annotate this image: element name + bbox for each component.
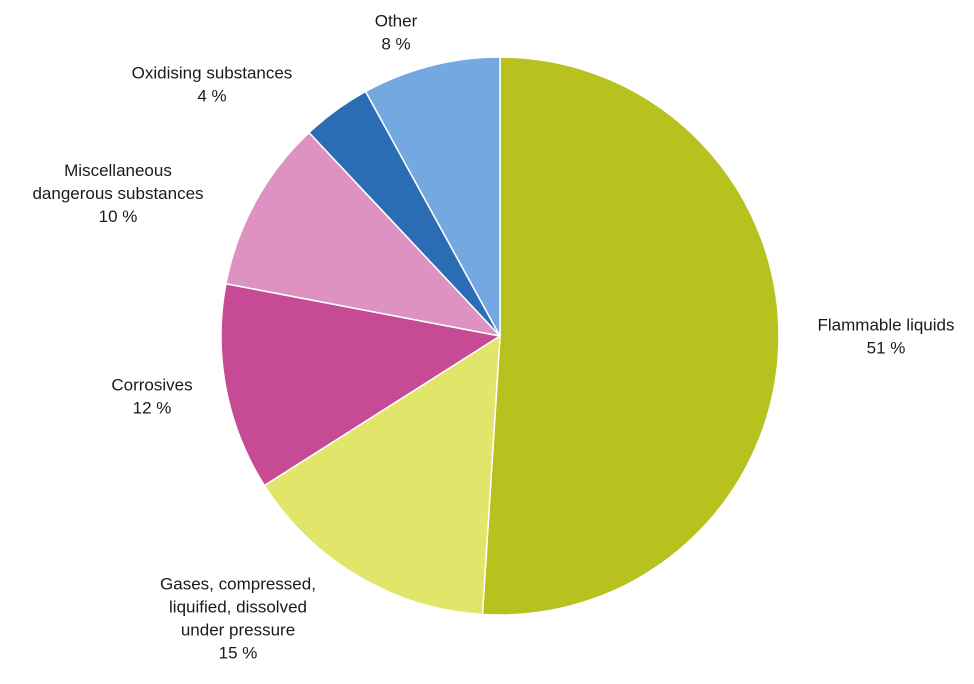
pie-category-label: under pressure: [181, 621, 295, 640]
pie-value-label: 15 %: [219, 644, 258, 663]
pie-slice-1: [263, 335, 501, 616]
pie-label-2: Corrosives 12 %: [111, 376, 192, 418]
pie-category-label: Corrosives: [111, 376, 192, 395]
pie-slices: [220, 56, 780, 616]
pie-value-label: 10 %: [99, 207, 138, 226]
pie-label-1: Gases, compressed, liquified, dissolved un…: [160, 575, 316, 663]
pie-category-label: Gases, compressed,: [160, 575, 316, 594]
pie-value-label: 8 %: [381, 35, 410, 54]
pie-labels: Flammable liquids 51 % Gases, compressed, l…: [32, 12, 954, 663]
pie-category-label: liquified, dissolved: [169, 598, 307, 617]
pie-category-label: Other: [375, 12, 418, 31]
pie-label-5: Other 8 %: [375, 12, 418, 54]
pie-slice-5: [364, 56, 501, 337]
pie-category-label: Oxidising substances: [132, 64, 293, 83]
pie-slice-3: [225, 131, 501, 337]
pie-label-4: Oxidising substances 4 %: [132, 64, 293, 106]
pie-category-label: dangerous substances: [32, 184, 203, 203]
pie-slice-0: [481, 56, 780, 616]
pie-value-label: 12 %: [133, 399, 172, 418]
pie-value-label: 4 %: [197, 87, 226, 106]
pie-value-label: 51 %: [867, 339, 906, 358]
pie-category-label: Miscellaneous: [64, 161, 172, 180]
pie-label-0: Flammable liquids 51 %: [818, 316, 955, 358]
pie-label-3: Miscellaneous dangerous substances 10 %: [32, 161, 203, 226]
pie-category-label: Flammable liquids: [818, 316, 955, 335]
pie-slice-2: [220, 282, 501, 487]
